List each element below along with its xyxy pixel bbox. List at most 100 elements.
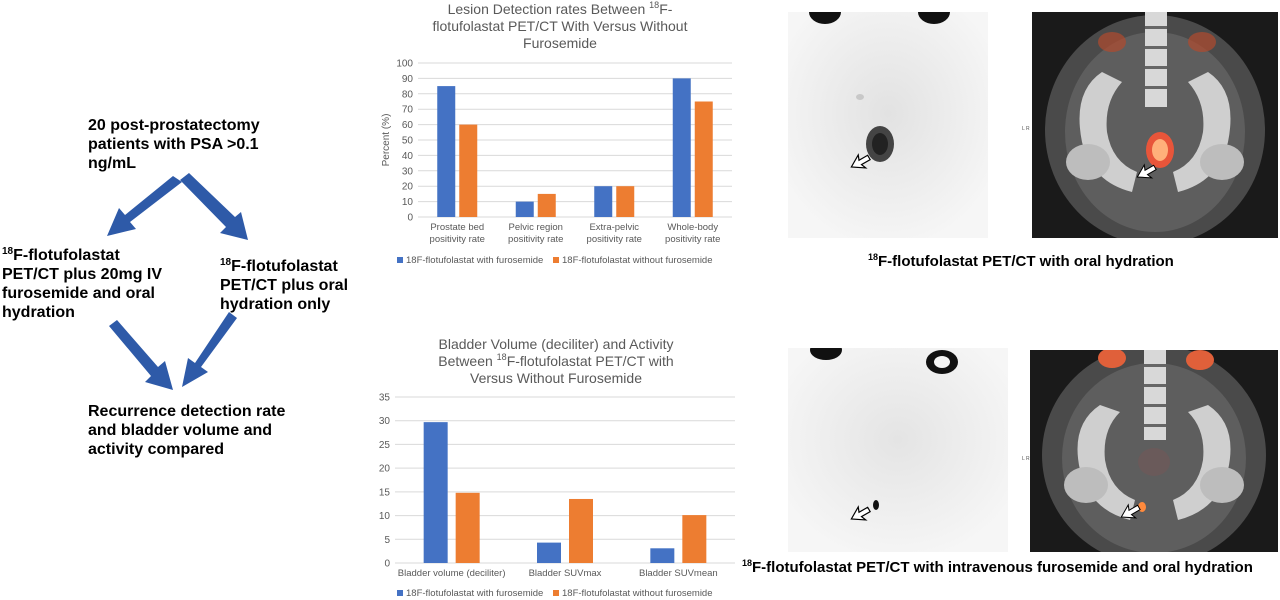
chart1-y-tick-label: 60 [402, 120, 414, 131]
chart2-x-labels: Bladder volume (deciliter) Bladder SUVmax… [398, 568, 718, 579]
top-caption-text: F-flotufolastat PET/CT with oral hydrati… [878, 253, 1174, 270]
chart1-x-tick-label: Prostate bed [430, 222, 484, 233]
lesion-arrow-icon [850, 505, 871, 521]
flow-left-arm-sup: 18 [2, 246, 14, 257]
chart2-y-tick-label: 20 [379, 464, 391, 475]
chart2-legend-label: 18F-flotufolastat with furosemide [406, 588, 543, 599]
chart1-x-tick-label: positivity rate [587, 234, 642, 245]
chart2-bar-with-furosemide [650, 548, 675, 563]
chart1-bar-with-furosemide [594, 186, 613, 217]
chart1-bar-without-furosemide [694, 101, 713, 217]
chart2-y-tick-label: 10 [379, 511, 391, 522]
flow-start-box: 20 post-prostatectomy patients with PSA … [88, 116, 278, 173]
chart2-legend: 18F-flotufolastat with furosemide 18F-flo… [397, 588, 713, 599]
chart1-legend: 18F-flotufolastat with furosemide 18F-flo… [397, 255, 713, 266]
chart1-x-tick-label: positivity rate [508, 234, 563, 245]
bottom-image-caption: 18F-flotufolastat PET/CT with intravenou… [742, 558, 1253, 577]
chart2-bar-without-furosemide [569, 498, 593, 563]
chart2-y-tick-label: 0 [384, 559, 390, 570]
chart1-bar-without-furosemide [459, 124, 478, 217]
flow-arrow-start-to-left [107, 176, 182, 236]
chart2-y-tick-label: 15 [379, 487, 391, 498]
flow-start-text: 20 post-prostatectomy patients with PSA … [88, 117, 260, 172]
chart2-title-line2: Between 18F-flotufolastat PET/CT with [438, 352, 673, 369]
flow-end-text: Recurrence detection rate and bladder vo… [88, 403, 286, 458]
chart1-title-line3: Furosemide [523, 35, 597, 51]
lesion-detection-chart: Lesion Detection rates Between 18F- flot… [381, 0, 732, 266]
chart1-x-tick-label: positivity rate [430, 234, 485, 245]
chart2-bar-without-furosemide [455, 492, 480, 563]
chart2-bar-with-furosemide [537, 542, 561, 563]
pet-mip-image-bottom [788, 348, 1008, 552]
pet-ct-fused-image-bottom [1030, 350, 1278, 552]
chart1-legend-swatch [553, 257, 559, 263]
chart1-bar-without-furosemide [616, 186, 635, 217]
chart2-title-sup: 18 [497, 352, 507, 362]
chart2-x-tick-label: Bladder SUVmean [639, 568, 718, 579]
chart1-y-tick-label: 80 [402, 89, 414, 100]
chart1-y-ticks: 0 10 20 30 40 50 60 70 80 90 100 [396, 59, 413, 224]
chart1-y-tick-label: 100 [396, 59, 413, 70]
chart2-y-tick-label: 30 [379, 416, 391, 427]
chart1-y-tick-label: 10 [402, 197, 414, 208]
chart2-y-tick-label: 5 [384, 535, 390, 546]
chart1-bar-without-furosemide [537, 193, 556, 217]
pet-mip-image-top [788, 12, 988, 238]
flow-arrow-start-to-right [180, 173, 248, 240]
chart2-legend-swatch [553, 590, 559, 596]
chart1-y-tick-label: 50 [402, 136, 414, 147]
chart2-x-tick-label: Bladder volume (deciliter) [398, 568, 506, 579]
chart1-y-tick-label: 20 [402, 182, 414, 193]
chart1-x-tick-label: Whole-body [667, 222, 718, 233]
chart1-title-sup: 18 [649, 0, 659, 10]
lesion-arrow-icon [1120, 503, 1141, 519]
bottom-caption-sup: 18 [742, 558, 753, 568]
flow-right-arm-line1: F-flotufolastat [231, 258, 338, 275]
orientation-label-top: L R [1022, 126, 1030, 132]
flow-left-arm-box: 18F-flotufolastat PET/CT plus 20mg IV fu… [2, 246, 167, 322]
chart1-x-tick-label: Pelvic region [509, 222, 563, 233]
flow-left-arm-line1: F-flotufolastat [13, 247, 120, 264]
chart2-bar-without-furosemide [682, 515, 707, 563]
chart1-bars [437, 78, 713, 218]
chart1-x-tick-label: Extra-pelvic [589, 222, 639, 233]
chart1-title-line1: Lesion Detection rates Between 18F- [448, 0, 673, 17]
chart2-legend-label: 18F-flotufolastat without furosemide [562, 588, 713, 599]
chart1-y-tick-label: 30 [402, 166, 414, 177]
chart2-y-tick-label: 25 [379, 440, 391, 451]
chart1-y-axis-label: Percent (%) [381, 114, 392, 167]
flow-arrows [107, 173, 248, 390]
chart2-y-ticks: 0 5 10 15 20 25 30 35 [379, 393, 391, 570]
flow-right-arm-sup: 18 [220, 257, 232, 268]
bottom-caption-text: F-flotufolastat PET/CT with intravenous … [752, 559, 1253, 576]
chart2-x-tick-label: Bladder SUVmax [529, 568, 602, 579]
chart1-legend-swatch [397, 257, 403, 263]
chart1-y-tick-label: 40 [402, 151, 414, 162]
orientation-label-bottom: L R [1022, 456, 1030, 462]
chart1-y-tick-label: 0 [407, 213, 413, 224]
flow-arrow-right-to-end [182, 312, 237, 387]
chart1-bar-with-furosemide [515, 201, 534, 217]
chart1-legend-label: 18F-flotufolastat without furosemide [562, 255, 713, 266]
chart2-title-line3: Versus Without Furosemide [470, 370, 642, 386]
chart2-title-line1: Bladder Volume (deciliter) and Activity [439, 336, 674, 352]
flow-arrow-left-to-end [109, 320, 173, 390]
top-caption-sup: 18 [868, 252, 879, 262]
chart2-gridlines [395, 396, 735, 564]
lesion-arrow-icon [1136, 163, 1157, 179]
chart1-title-line2: flotufolastat PET/CT With Versus Without [433, 18, 688, 34]
chart1-legend-label: 18F-flotufolastat with furosemide [406, 255, 543, 266]
chart1-y-tick-label: 90 [402, 74, 414, 85]
chart2-bar-with-furosemide [423, 422, 448, 563]
flow-end-box: Recurrence detection rate and bladder vo… [88, 402, 293, 459]
pet-ct-fused-image-top [1032, 12, 1278, 238]
flow-right-arm-rest: PET/CT plus oral hydration only [220, 277, 349, 313]
chart1-bar-with-furosemide [672, 78, 691, 218]
flow-left-arm-rest: PET/CT plus 20mg IV furosemide and oral … [2, 266, 163, 321]
chart2-bars [423, 422, 707, 563]
chart2-legend-swatch [397, 590, 403, 596]
chart2-y-tick-label: 35 [379, 393, 391, 404]
chart1-x-tick-label: positivity rate [665, 234, 720, 245]
lesion-arrow-icon [850, 153, 871, 169]
